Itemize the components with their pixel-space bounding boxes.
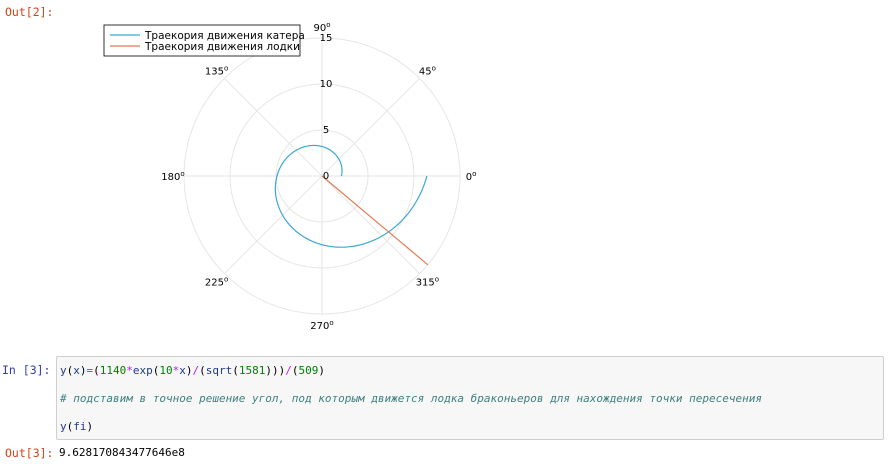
code-cell[interactable]: y(x)=(1140*exp(10*x)/(sqrt(1581)))/(509)…	[56, 356, 884, 440]
series-line-1	[274, 144, 428, 248]
code-token: exp	[132, 364, 153, 377]
code-token: (	[232, 364, 239, 377]
tick-labels: 0 5 10 15 0o 45o 90o 135o 180o 225o 270o 315o	[161, 21, 476, 332]
code-token: 509	[298, 364, 319, 377]
code-line-3[interactable]: y(fi)	[60, 420, 93, 433]
polar-plot: 0 5 10 15 0o 45o 90o 135o 180o 225o 270o 315o Траек…	[103, 21, 476, 332]
code-token: (	[199, 364, 206, 377]
code-line-1[interactable]: y(x)=(1140*exp(10*x)/(sqrt(1581)))/(509)	[60, 364, 325, 377]
in3-prompt: In [3]:	[2, 363, 51, 377]
angle-tick-label: 90o	[313, 21, 330, 34]
code-token: x	[179, 364, 186, 377]
code-token: (	[93, 364, 100, 377]
angle-tick-label: 315o	[416, 275, 439, 288]
code-token: /	[285, 364, 292, 377]
radial-gridcircle	[183, 37, 461, 315]
r-tick-label: 5	[323, 125, 329, 136]
code-token: )	[185, 364, 193, 377]
code-token: *	[172, 364, 180, 377]
out3-prompt: Out[3]:	[5, 446, 54, 460]
code-token: )	[79, 364, 87, 377]
legend: Траекория движения катера Траекория движ…	[103, 24, 305, 57]
angle-tick-label: 180o	[161, 170, 184, 183]
angle-tick-label: 0o	[466, 170, 477, 183]
r-tick-label: 10	[320, 79, 333, 90]
code-token: fi	[73, 420, 87, 433]
code-token: 1140	[99, 364, 127, 377]
angle-tick-label: 45o	[419, 65, 436, 78]
code-token: sqrt	[205, 364, 233, 377]
code-token: /	[192, 364, 200, 377]
out2-prompt: Out[2]:	[5, 5, 54, 19]
code-token: (	[66, 364, 74, 377]
radial-gridline	[321, 175, 420, 274]
code-token: 1581	[238, 364, 266, 377]
code-token: y	[60, 420, 67, 433]
radial-gridline	[224, 78, 323, 177]
code-token: (	[152, 364, 160, 377]
code-token: )))	[265, 364, 286, 377]
legend-box	[103, 24, 301, 57]
angle-tick-label: 270o	[310, 319, 333, 332]
radial-gridline	[321, 78, 420, 177]
r-tick-label: 0	[323, 171, 329, 182]
code-token: *	[126, 364, 133, 377]
legend-label-series-2: Траекория движения лодки	[144, 41, 300, 53]
code-comment[interactable]: # подставим в точное решение угол, под к…	[60, 392, 762, 405]
output-value: 9.628170843477646e8	[59, 446, 185, 459]
radial-gridcircle	[275, 129, 369, 223]
polar-grid	[183, 37, 461, 315]
code-token: )	[86, 420, 94, 433]
plot-series	[274, 144, 429, 266]
series-line-2	[321, 175, 429, 266]
code-token: 10	[159, 364, 173, 377]
code-token: (	[66, 420, 74, 433]
r-tick-label: 15	[320, 33, 333, 44]
radial-gridcircle	[229, 83, 415, 269]
code-token: y	[60, 364, 67, 377]
code-token: )	[318, 364, 325, 377]
angle-tick-label: 135o	[205, 65, 228, 78]
code-token: (	[291, 364, 299, 377]
code-token: =	[86, 364, 94, 377]
radial-gridline	[224, 175, 323, 274]
code-token: x	[73, 364, 80, 377]
angle-tick-label: 225o	[205, 275, 228, 288]
legend-label-series-1: Траекория движения катера	[144, 30, 305, 42]
